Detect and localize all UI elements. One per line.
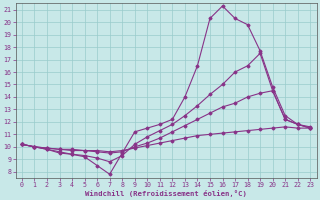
X-axis label: Windchill (Refroidissement éolien,°C): Windchill (Refroidissement éolien,°C): [85, 190, 247, 197]
